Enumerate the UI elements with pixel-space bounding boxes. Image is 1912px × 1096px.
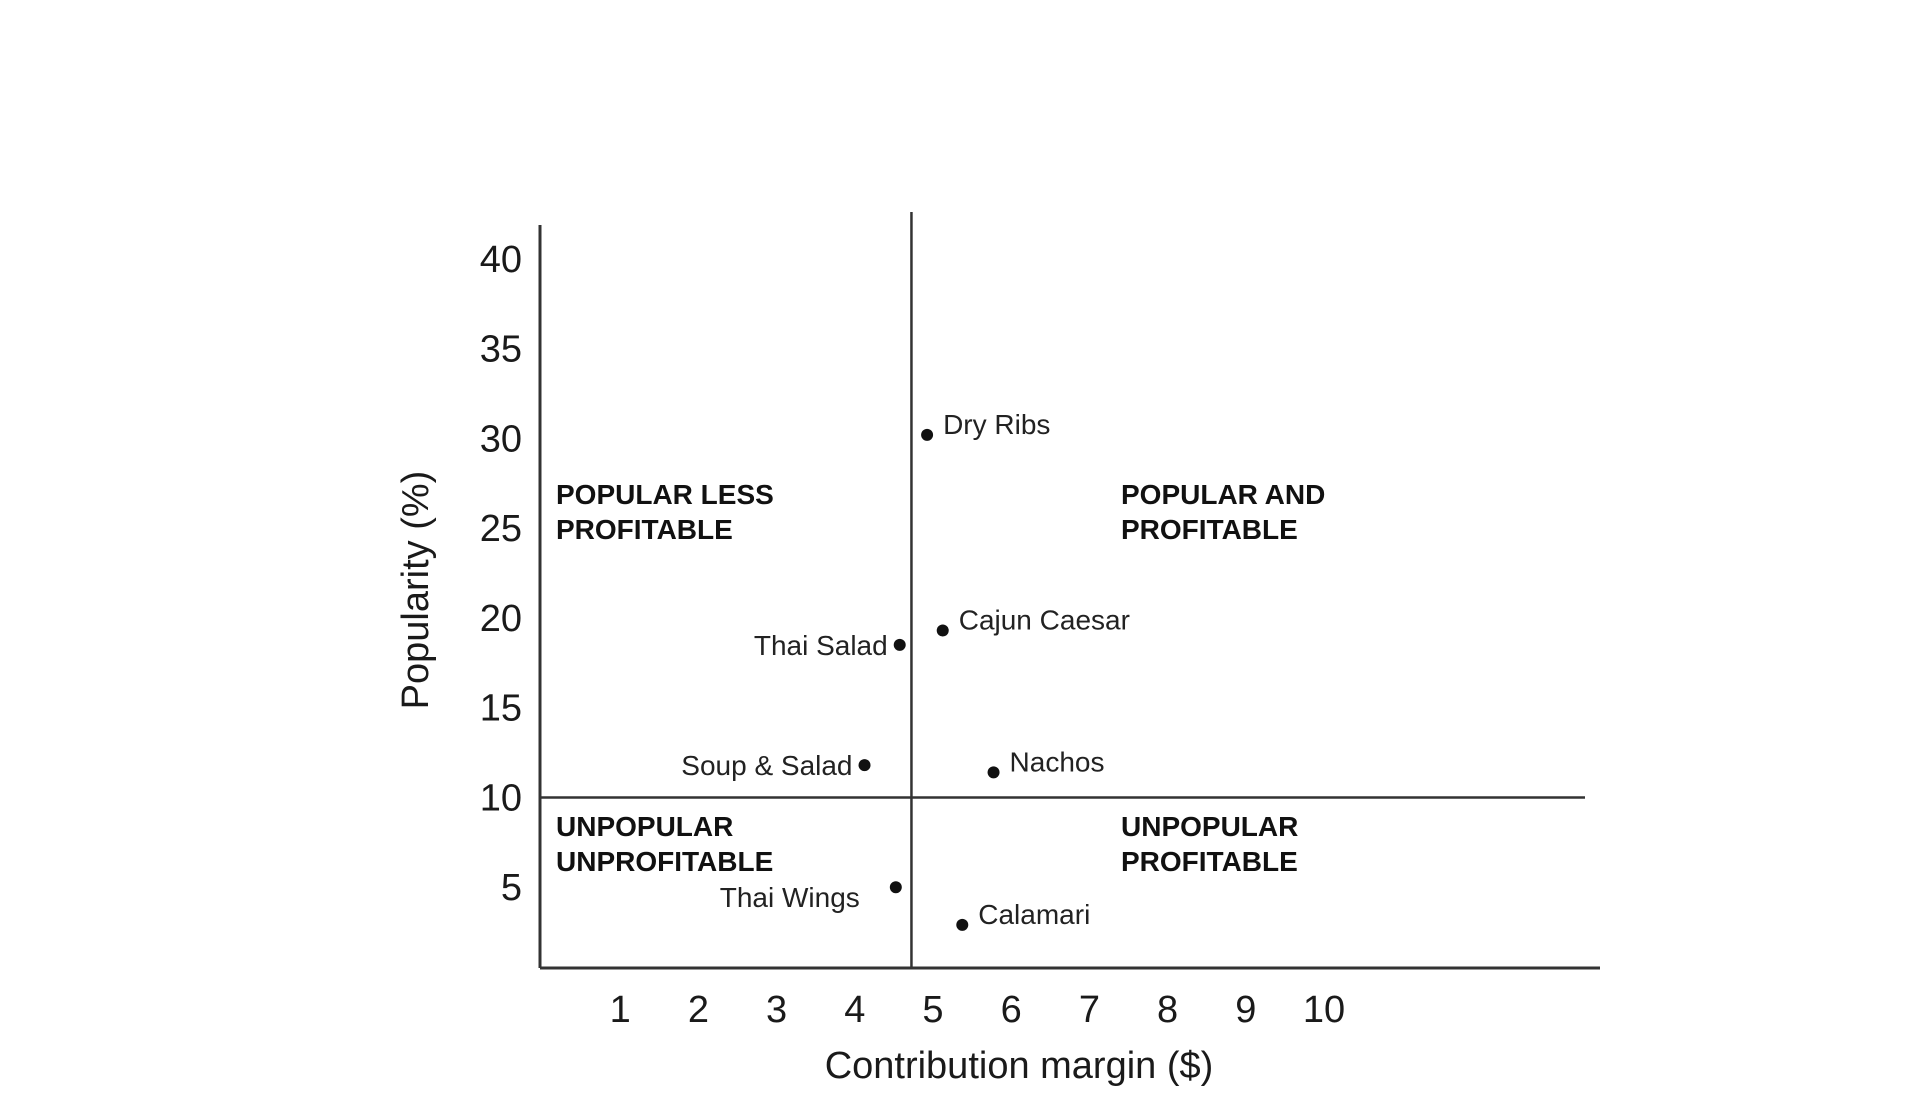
x-tick-label: 2 <box>688 989 709 1031</box>
x-tick-label: 8 <box>1157 989 1178 1031</box>
tick-labels: 1 2 3 4 5 6 7 8 9 10 5 10 15 20 25 30 35 40 <box>480 239 1345 1031</box>
data-point <box>858 759 871 772</box>
quadrant-label-line: POPULAR AND <box>1121 479 1325 510</box>
y-tick-label: 40 <box>480 239 522 281</box>
quadrant-label-line: PROFITABLE <box>556 514 733 545</box>
quadrant-label-line: PROFITABLE <box>1121 846 1298 877</box>
axes <box>538 225 1600 970</box>
y-tick-label: 25 <box>480 508 522 550</box>
data-points: Dry Ribs Cajun Caesar Thai Salad Soup & Sal… <box>681 409 1130 931</box>
data-point-label: Thai Wings <box>720 882 860 913</box>
x-tick-label: 3 <box>766 989 787 1031</box>
y-tick-label: 30 <box>480 418 522 460</box>
y-tick-label: 10 <box>480 777 522 819</box>
data-point-label: Dry Ribs <box>943 409 1050 440</box>
quadrant-label-line: POPULAR LESS <box>556 479 774 510</box>
data-point-label: Soup & Salad <box>681 750 852 781</box>
data-point-label: Cajun Caesar <box>959 605 1130 636</box>
data-point <box>987 766 1000 779</box>
y-tick-label: 35 <box>480 329 522 371</box>
x-tick-label: 9 <box>1235 989 1256 1031</box>
quadrant-label-bottom-left: UNPOPULAR UNPROFITABLE <box>556 811 773 877</box>
quadrant-label-top-left: POPULAR LESS PROFITABLE <box>556 479 774 545</box>
quadrant-label-line: PROFITABLE <box>1121 514 1298 545</box>
quadrant-label-bottom-right: UNPOPULAR PROFITABLE <box>1121 811 1298 877</box>
quadrant-label-top-right: POPULAR AND PROFITABLE <box>1121 479 1325 545</box>
quadrant-label-line: UNPOPULAR <box>1121 811 1298 842</box>
data-point <box>936 624 949 637</box>
quadrant-label-line: UNPROFITABLE <box>556 846 773 877</box>
y-tick-label: 15 <box>480 688 522 730</box>
x-tick-label: 1 <box>610 989 631 1031</box>
data-point-label: Calamari <box>978 899 1090 930</box>
data-point <box>889 881 902 894</box>
data-point-label: Thai Salad <box>754 630 888 661</box>
y-tick-label: 5 <box>501 867 522 909</box>
x-axis-label: Contribution margin ($) <box>825 1045 1214 1087</box>
data-point <box>921 428 934 441</box>
x-tick-label: 10 <box>1303 989 1345 1031</box>
y-tick-label: 20 <box>480 598 522 640</box>
quadrant-dividers <box>540 212 1585 968</box>
data-point <box>893 638 906 651</box>
quadrant-labels: POPULAR LESS PROFITABLE POPULAR AND PROFITA… <box>556 479 1325 877</box>
x-tick-label: 7 <box>1079 989 1100 1031</box>
data-point <box>956 918 969 931</box>
y-axis-label: Popularity (%) <box>395 471 437 710</box>
x-tick-label: 5 <box>922 989 943 1031</box>
x-tick-label: 6 <box>1001 989 1022 1031</box>
x-tick-label: 4 <box>844 989 865 1031</box>
data-point-label: Nachos <box>1010 746 1105 777</box>
quadrant-label-line: UNPOPULAR <box>556 811 733 842</box>
